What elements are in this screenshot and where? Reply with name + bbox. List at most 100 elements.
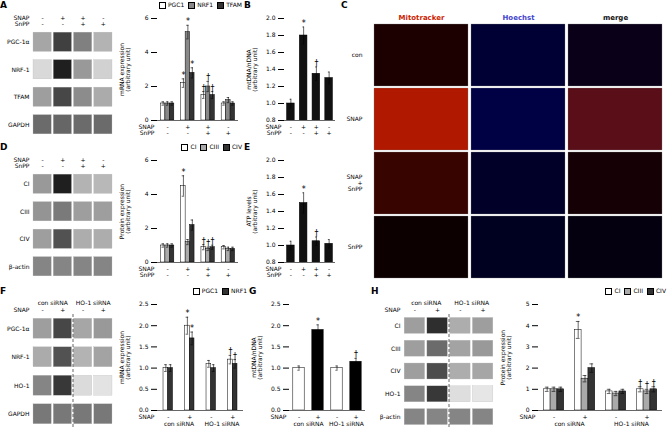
- svg-text:-: -: [298, 413, 300, 420]
- svg-text:+: +: [435, 306, 440, 313]
- svg-text:1.6: 1.6: [266, 48, 276, 55]
- svg-text:--: --: [167, 123, 169, 136]
- svg-text:SNAPSnPP: SNAPSnPP: [13, 156, 29, 169]
- svg-text:-: -: [210, 413, 212, 420]
- svg-text:*: *: [190, 324, 194, 333]
- svg-text:0.5: 0.5: [271, 385, 281, 392]
- svg-text:2.0: 2.0: [266, 156, 276, 163]
- svg-text:1.0: 1.0: [139, 364, 149, 371]
- svg-text:*: *: [190, 60, 194, 69]
- svg-text:*: *: [181, 168, 185, 177]
- svg-text:†: †: [206, 239, 210, 248]
- svg-text:†: †: [211, 237, 215, 246]
- svg-text:con siRNA: con siRNA: [554, 420, 585, 427]
- svg-text:+: +: [101, 306, 106, 313]
- svg-text:4: 4: [145, 48, 149, 55]
- svg-text:--: --: [290, 123, 292, 136]
- svg-text:-+: -+: [101, 156, 106, 169]
- svg-text:2.5: 2.5: [271, 300, 281, 307]
- svg-text:+-: +-: [60, 14, 65, 27]
- svg-text:3: 3: [526, 343, 530, 350]
- svg-text:con siRNA: con siRNA: [38, 299, 69, 306]
- svg-text:1.0: 1.0: [266, 241, 276, 248]
- svg-text:+: +: [315, 413, 320, 420]
- svg-text:GAPDH: GAPDH: [8, 121, 30, 128]
- svg-text:+: +: [481, 306, 486, 313]
- svg-text:SNAP: SNAP: [519, 413, 535, 420]
- svg-text:†: †: [228, 347, 232, 356]
- svg-text:*: *: [576, 313, 580, 322]
- svg-text:1.4: 1.4: [266, 207, 276, 214]
- svg-text:PGC-1α: PGC-1α: [7, 38, 29, 45]
- svg-text:++: ++: [314, 123, 319, 136]
- svg-text:Protein expression(arbitrary u: Protein expression(arbitrary unit): [118, 184, 132, 240]
- svg-text:*: *: [185, 309, 189, 318]
- svg-text:mtDNA/nDNA(arbitrary unit): mtDNA/nDNA(arbitrary unit): [250, 335, 264, 379]
- svg-text:2: 2: [526, 364, 530, 371]
- svg-text:2.0: 2.0: [266, 14, 276, 21]
- svg-text:1.5: 1.5: [139, 343, 149, 350]
- svg-text:+-: +-: [185, 123, 190, 136]
- svg-text:1.0: 1.0: [271, 364, 281, 371]
- svg-text:1.8: 1.8: [266, 31, 276, 38]
- svg-text:-+: -+: [101, 14, 106, 27]
- svg-text:SNAP+SnPP: SNAP+SnPP: [346, 173, 362, 192]
- svg-text:β-actin: β-actin: [9, 263, 30, 271]
- svg-text:SNAPSnPP: SNAPSnPP: [13, 14, 29, 27]
- svg-text:HO-1 siRNA: HO-1 siRNA: [614, 420, 650, 427]
- svg-text:-: -: [414, 306, 416, 313]
- svg-text:mRNA expression(arbitrary unit: mRNA expression(arbitrary unit): [118, 331, 132, 384]
- svg-text:1.2: 1.2: [266, 224, 276, 231]
- svg-text:SnPP: SnPP: [348, 243, 363, 250]
- svg-text:--: --: [42, 14, 44, 27]
- svg-text:++: ++: [206, 265, 211, 278]
- svg-text:Hoechst: Hoechst: [502, 14, 535, 22]
- svg-text:SNAPSnPP: SNAPSnPP: [138, 123, 154, 136]
- svg-text:†: †: [638, 379, 642, 388]
- svg-text:2: 2: [145, 82, 149, 89]
- svg-text:-: -: [167, 413, 169, 420]
- svg-text:6: 6: [145, 156, 149, 163]
- svg-text:†: †: [211, 84, 215, 93]
- svg-text:*: *: [181, 71, 185, 80]
- svg-text:4: 4: [526, 322, 530, 329]
- svg-text:1.0: 1.0: [266, 99, 276, 106]
- svg-text:SNAP: SNAP: [13, 306, 29, 313]
- svg-text:1.6: 1.6: [266, 190, 276, 197]
- svg-text:†: †: [652, 379, 656, 388]
- svg-text:HO-1 siRNA: HO-1 siRNA: [76, 299, 112, 306]
- svg-text:1.5: 1.5: [271, 343, 281, 350]
- svg-text:†: †: [314, 59, 318, 68]
- svg-text:+: +: [230, 413, 235, 420]
- svg-text:2.0: 2.0: [139, 322, 149, 329]
- svg-text:-+: -+: [226, 265, 231, 278]
- svg-text:ATP levels(arbitrary unit): ATP levels(arbitrary unit): [245, 189, 259, 233]
- svg-text:+-: +-: [60, 156, 65, 169]
- svg-text:5: 5: [526, 300, 530, 307]
- svg-text:+: +: [60, 306, 65, 313]
- svg-text:†: †: [202, 237, 206, 246]
- svg-text:†: †: [314, 229, 318, 238]
- svg-text:1.8: 1.8: [266, 173, 276, 180]
- svg-text:-: -: [615, 413, 617, 420]
- svg-text:+: +: [644, 413, 649, 420]
- svg-text:†: †: [354, 350, 358, 359]
- svg-text:con siRNA: con siRNA: [411, 299, 442, 306]
- svg-text:con siRNA: con siRNA: [164, 420, 195, 427]
- svg-text:CIII: CIII: [20, 208, 30, 215]
- svg-text:†: †: [206, 73, 210, 82]
- svg-text:NRF-1: NRF-1: [11, 353, 29, 360]
- svg-text:NRF-1: NRF-1: [11, 66, 29, 73]
- svg-text:SNAP: SNAP: [138, 413, 154, 420]
- svg-text:+: +: [353, 413, 358, 420]
- svg-text:2.5: 2.5: [139, 300, 149, 307]
- svg-text:*: *: [302, 185, 306, 194]
- svg-text:+: +: [582, 413, 587, 420]
- svg-text:*: *: [186, 17, 190, 26]
- svg-text:--: --: [167, 265, 169, 278]
- svg-text:++: ++: [81, 156, 86, 169]
- svg-text:SNAPSnPP: SNAPSnPP: [265, 265, 281, 278]
- svg-text:+-: +-: [301, 123, 306, 136]
- svg-text:++: ++: [314, 265, 319, 278]
- svg-text:--: --: [42, 156, 44, 169]
